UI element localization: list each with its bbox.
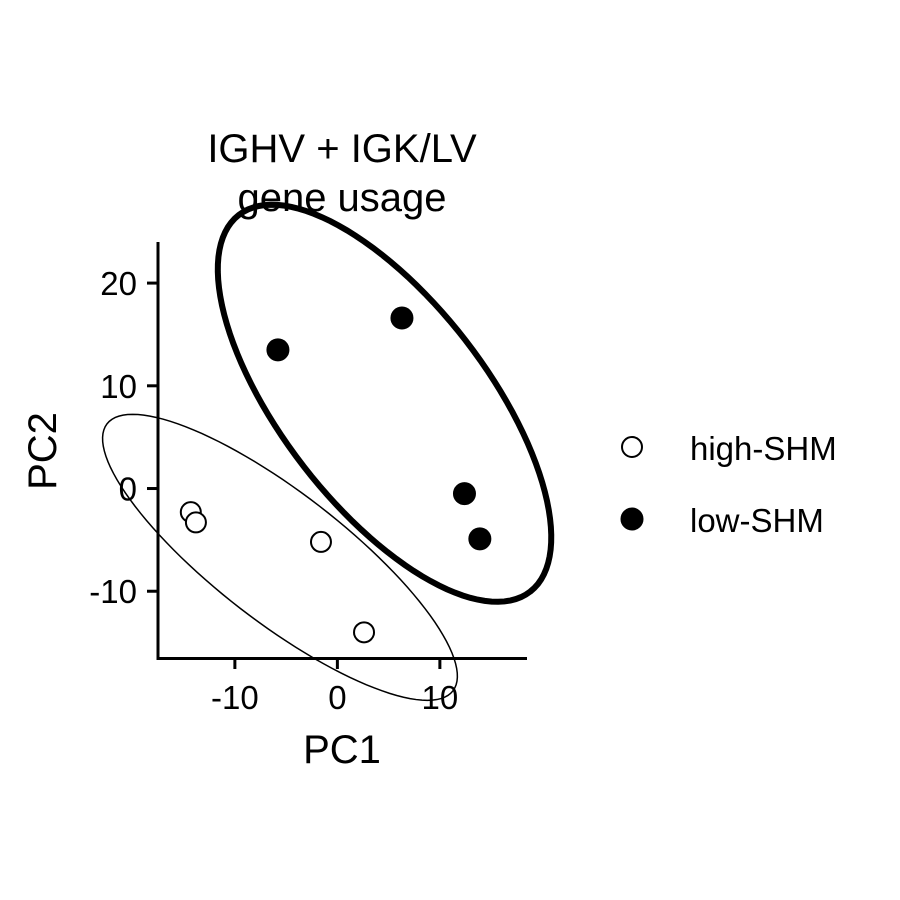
legend-label-high-shm: high-SHM [690,430,837,467]
y-ticks-layer: -10 0 10 20 [89,265,158,610]
x-axis-title: PC1 [303,728,381,772]
legend-key-high-shm [621,436,643,458]
points-layer [179,306,492,644]
chart-title-line-1: IGHV + IGK/LV [207,127,477,171]
legend-label-low-shm: low-SHM [690,502,824,539]
point-low-shm-4 [468,527,492,551]
point-low-shm-2 [390,306,414,330]
x-tick-label: 10 [422,679,459,716]
point-high-shm-3 [309,530,332,553]
point-low-shm-3 [452,482,476,506]
x-tick-label: 0 [328,679,346,716]
point-low-shm-1 [266,338,290,362]
chart-title-line-2: gene usage [237,176,446,220]
point-high-shm-4 [353,621,376,644]
x-ticks-layer: -10 0 10 [211,658,458,716]
y-tick-label: 0 [119,471,137,508]
point-high-shm-2 [184,511,207,534]
legend: high-SHM low-SHM [620,430,837,539]
ellipse-low-shm [214,201,555,605]
legend-key-low-shm [620,507,644,531]
ellipse-high-shm [101,413,459,702]
ellipses-layer [101,201,555,702]
y-axis-title: PC2 [21,412,65,490]
y-tick-label: 20 [100,265,137,302]
x-tick-label: -10 [211,679,259,716]
y-tick-label: 10 [100,368,137,405]
y-tick-label: -10 [89,573,137,610]
